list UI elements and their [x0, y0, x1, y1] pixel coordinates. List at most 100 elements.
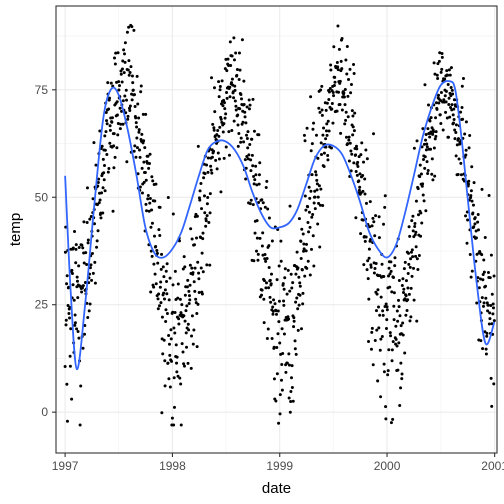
data-point — [449, 66, 453, 70]
data-point — [104, 111, 108, 115]
data-point — [224, 145, 228, 149]
data-point — [409, 315, 413, 319]
data-point — [249, 169, 253, 173]
data-point — [317, 201, 321, 205]
data-point — [401, 277, 405, 281]
data-point — [375, 328, 379, 332]
data-point — [415, 257, 419, 261]
data-point — [319, 187, 323, 191]
data-point — [378, 348, 382, 352]
data-point — [236, 113, 240, 117]
data-point — [107, 166, 111, 170]
data-point — [162, 297, 166, 301]
data-point — [410, 219, 414, 223]
data-point — [407, 225, 411, 229]
data-point — [320, 108, 324, 112]
data-point — [426, 172, 430, 175]
data-point — [427, 103, 430, 107]
data-point — [260, 288, 264, 292]
data-point — [228, 40, 232, 44]
data-point — [348, 67, 352, 71]
data-point — [190, 314, 194, 318]
data-point — [176, 282, 180, 286]
data-point — [489, 376, 493, 380]
data-point — [374, 262, 378, 266]
data-point — [246, 130, 250, 134]
data-point — [280, 378, 283, 382]
data-point — [422, 199, 426, 203]
data-point — [138, 185, 142, 189]
data-point — [95, 239, 99, 243]
data-point — [77, 246, 81, 250]
data-point — [448, 115, 452, 119]
data-point — [223, 67, 227, 71]
data-point — [162, 338, 166, 342]
data-point — [379, 337, 383, 341]
data-point — [337, 90, 341, 94]
data-point — [314, 133, 318, 137]
data-point — [90, 278, 94, 282]
data-point — [134, 121, 138, 125]
data-point — [183, 265, 187, 269]
data-point — [197, 196, 201, 200]
data-point — [371, 363, 375, 367]
data-point — [475, 301, 479, 305]
data-point — [179, 311, 183, 315]
data-point — [80, 286, 84, 290]
data-point — [421, 193, 425, 197]
data-point — [235, 68, 239, 72]
data-point — [316, 156, 320, 160]
data-point — [247, 98, 251, 102]
data-point — [332, 45, 336, 49]
data-point — [126, 117, 130, 121]
data-point — [313, 189, 317, 193]
data-point — [311, 234, 315, 238]
data-point — [123, 60, 127, 64]
data-point — [396, 368, 400, 372]
data-point — [371, 216, 375, 220]
data-point — [282, 332, 286, 336]
data-point — [426, 127, 430, 131]
data-point — [301, 232, 305, 236]
data-point — [491, 312, 495, 316]
data-point — [176, 374, 180, 378]
data-point — [73, 321, 77, 325]
data-point — [206, 170, 210, 174]
data-point — [82, 261, 86, 265]
data-point — [265, 337, 269, 341]
data-point — [406, 272, 410, 276]
data-point — [461, 117, 465, 121]
data-point — [438, 113, 442, 117]
data-point — [484, 296, 488, 300]
data-point — [345, 72, 349, 76]
data-point — [271, 312, 275, 316]
data-point — [484, 352, 488, 356]
data-point — [367, 247, 371, 251]
data-point — [439, 98, 443, 102]
data-point — [74, 261, 78, 265]
data-point — [83, 323, 87, 327]
data-point — [470, 165, 474, 169]
data-point — [315, 188, 319, 192]
data-point — [440, 51, 444, 55]
data-point — [329, 63, 333, 67]
data-point — [88, 302, 92, 306]
data-point — [302, 247, 306, 251]
data-point — [135, 136, 139, 140]
data-point — [239, 92, 243, 96]
data-point — [77, 336, 81, 340]
data-point — [420, 221, 424, 225]
data-point — [228, 85, 232, 89]
data-point — [419, 211, 423, 215]
data-point — [177, 317, 181, 321]
data-point — [361, 173, 365, 177]
data-point — [261, 231, 265, 235]
data-point — [297, 217, 301, 221]
data-point — [255, 183, 259, 187]
data-point — [321, 133, 325, 137]
data-point — [165, 292, 169, 296]
data-point — [108, 141, 112, 145]
data-point — [230, 54, 234, 58]
data-point — [64, 323, 68, 327]
data-point — [188, 298, 192, 302]
